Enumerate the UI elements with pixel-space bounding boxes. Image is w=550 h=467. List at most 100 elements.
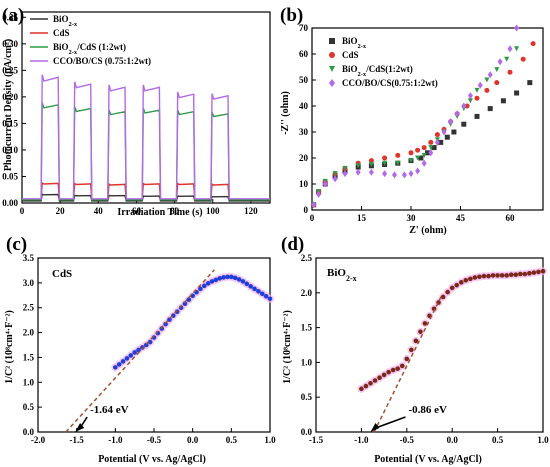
data-point: [418, 329, 423, 335]
data-point: [229, 274, 234, 280]
legend-entry-2: CdS: [53, 28, 70, 38]
x-tick-label: 45: [456, 213, 466, 223]
x-tick-label: -1.5: [70, 435, 85, 445]
point-2: [428, 139, 434, 145]
x-tick-label: 0.0: [447, 435, 459, 445]
y-tick-label: 70: [299, 23, 309, 33]
point-4: [487, 71, 493, 79]
data-point: [263, 293, 269, 299]
point-4: [441, 128, 447, 136]
data-point: [186, 297, 192, 303]
y-tick-label: 0.10: [2, 145, 18, 155]
data-point: [468, 276, 473, 282]
point-3: [467, 98, 473, 104]
point-4: [355, 168, 361, 176]
legend-entry-2: CdS: [342, 50, 359, 60]
point-2: [382, 155, 388, 161]
annotation-label: -0.86 eV: [408, 404, 447, 416]
panel-b: (b) 0 15 30 45 60010203040506070BiO2-xCdSBiO…: [280, 5, 544, 236]
data-point: [128, 353, 134, 358]
data-point: [477, 274, 482, 280]
panel-a-plot: 0 20 40 60 80 100 120 0.00 0.05 0.10 0.15 0.20 0.25 0…: [2, 11, 271, 216]
x-tick-label: -1.5: [309, 435, 324, 445]
point-3: [355, 163, 361, 169]
point-2: [395, 152, 401, 158]
point-3: [514, 46, 520, 52]
x-tick-label: 1.0: [537, 435, 549, 445]
point-4: [448, 118, 454, 126]
point-4: [368, 168, 374, 176]
data-point: [221, 275, 226, 280]
plot-frame: [37, 257, 271, 433]
legend-entry-3-sub: 2-x: [358, 71, 367, 78]
legend-entry-4-main: CCO/BO/CS(0.75:1:2wt): [342, 78, 438, 88]
x-tick-label: 0: [310, 213, 315, 223]
legend-entry-3: BiO2-x/CdS (1:2wt): [53, 42, 126, 56]
legend-entry-3-main: BiO: [53, 42, 69, 52]
point-2: [494, 80, 500, 86]
fit-line: [373, 295, 442, 433]
x-tick-label: -0.5: [147, 435, 162, 445]
legend-marker-1: [329, 38, 335, 44]
point-1: [487, 106, 493, 112]
inset-label: BiO2-x: [327, 267, 357, 283]
legend-marker-3: [329, 66, 335, 72]
point-3: [474, 87, 480, 93]
data-point: [527, 271, 532, 276]
panel-c: (c) -2.0 -1.5 -1.0 -0.5 0.0 0.5 1.0 0.0 0.5 1.0 1.…: [4, 234, 276, 465]
panel-d-xlabel: Potential (V vs. Ag/AgCl): [374, 454, 482, 465]
x-tick-label: 0.0: [187, 435, 199, 445]
inset-label-main: BiO: [327, 267, 346, 279]
point-3: [504, 56, 510, 62]
data-point: [244, 281, 250, 287]
y-tick-label: 0.30: [2, 39, 18, 49]
y-tick-label: 3.0: [23, 278, 35, 288]
y-tick-label: 50: [299, 75, 309, 85]
x-tick-label: -1.0: [354, 435, 369, 445]
plot-frame: [21, 11, 271, 204]
x-tick-label: 100: [206, 206, 220, 216]
panel-d: (d) -1.5 -1.0 -0.5 0.0 0.5 1.0 0.0 0.5 1.0 1.5 2.0…: [281, 234, 549, 465]
series-line-3: [22, 102, 270, 201]
data-point: [531, 270, 537, 275]
legend-entry-1-sub: 2-x: [69, 21, 78, 28]
data-point: [499, 273, 505, 278]
point-1: [431, 145, 437, 151]
point-1: [444, 134, 450, 140]
annotation-arrowhead: [370, 423, 380, 432]
inset-label: CdS: [52, 268, 72, 280]
point-4: [421, 159, 427, 167]
y-tick-label: 0.0: [301, 427, 313, 437]
data-point: [363, 383, 369, 389]
data-point: [490, 273, 496, 278]
inset-label-sub: 2-x: [346, 274, 357, 283]
data-point: [522, 271, 528, 277]
x-tick-label: -1.0: [108, 435, 123, 445]
point-4: [497, 58, 503, 66]
point-1: [451, 129, 457, 135]
legend-entry-3-rest: /CdS (1:2wt): [76, 42, 126, 52]
data-point: [513, 272, 519, 278]
x-tick-label: 30: [407, 213, 417, 223]
data-point: [147, 339, 153, 345]
data-point: [540, 268, 546, 274]
y-tick-label: 40: [299, 101, 309, 111]
data-point: [463, 277, 469, 283]
point-2: [507, 69, 513, 75]
data-point: [359, 386, 364, 392]
legend-entry-4-main: CCO/BO/CS (0.75:1:2wt): [53, 56, 151, 66]
series-line-4: [22, 74, 270, 200]
point-4: [507, 45, 513, 53]
plot-frame: [311, 27, 544, 211]
point-2: [464, 103, 470, 109]
y-tick-label: 0.25: [2, 65, 18, 75]
data-point: [504, 273, 509, 278]
point-3: [494, 67, 500, 73]
point-4: [401, 171, 407, 179]
x-tick-label: 60: [132, 206, 142, 216]
point-2: [484, 87, 490, 93]
data-point: [132, 350, 137, 355]
data-point: [404, 356, 410, 362]
plot-frame: [315, 257, 544, 433]
data-point: [536, 269, 541, 275]
